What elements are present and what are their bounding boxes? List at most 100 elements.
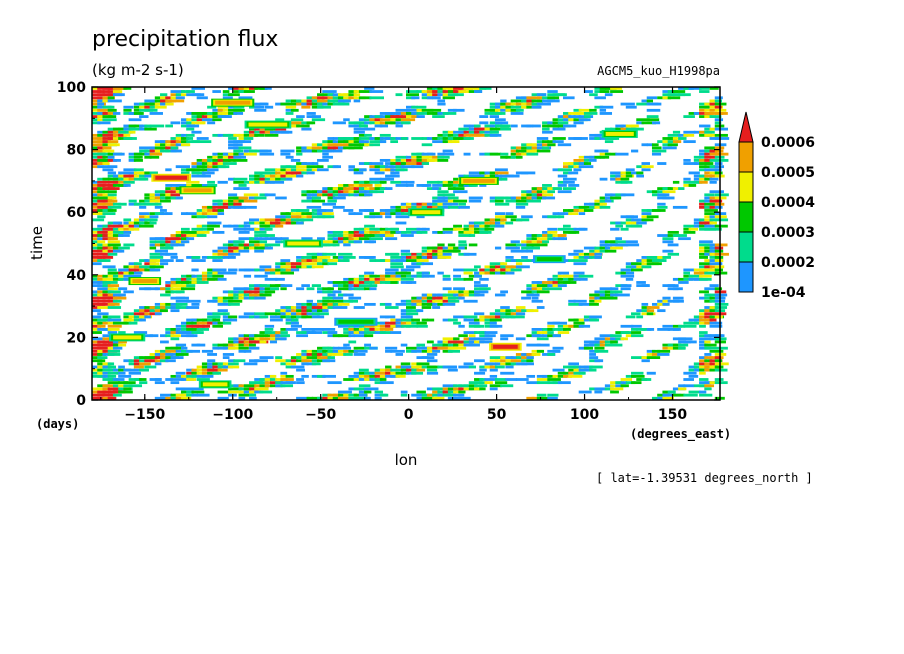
field-cell	[374, 118, 383, 122]
field-cell	[118, 331, 126, 334]
field-cell	[180, 140, 188, 144]
field-cell	[175, 299, 190, 303]
field-cell	[699, 321, 706, 325]
field-cell	[107, 365, 117, 369]
field-cell	[390, 174, 400, 178]
field-cell	[662, 96, 671, 100]
field-cell	[180, 143, 191, 147]
field-cell	[536, 102, 551, 106]
field-cell	[651, 349, 661, 353]
field-cell	[123, 321, 132, 325]
field-cell	[139, 171, 149, 175]
field-cell	[149, 218, 158, 222]
field-cell	[453, 293, 462, 297]
field-cell	[348, 324, 356, 328]
field-cell	[557, 121, 569, 125]
field-cell	[92, 290, 102, 294]
field-cell	[589, 315, 602, 319]
field-cell	[275, 118, 285, 122]
field-cell	[107, 343, 118, 347]
field-cell	[212, 324, 223, 328]
field-cell	[217, 162, 228, 165]
field-cell	[494, 168, 508, 172]
field-cell	[196, 137, 209, 140]
field-cell	[374, 184, 382, 187]
field-cell	[364, 234, 375, 237]
field-cell	[369, 212, 382, 216]
field-cell	[583, 256, 593, 259]
field-cell	[657, 309, 666, 313]
field-cell	[494, 218, 505, 222]
field-cell	[672, 393, 685, 397]
field-cell	[222, 362, 230, 366]
field-cell	[180, 387, 194, 391]
field-cell	[500, 337, 509, 341]
field-cell	[327, 193, 335, 197]
field-cell	[97, 215, 106, 219]
field-cell	[107, 271, 122, 275]
field-cell	[107, 284, 120, 288]
field-cell	[479, 227, 489, 231]
field-cell	[411, 371, 424, 375]
field-cell	[249, 133, 259, 137]
field-cell	[526, 374, 536, 378]
field-cell	[317, 287, 324, 291]
field-cell	[123, 105, 134, 109]
field-cell	[259, 149, 272, 153]
field-cell	[102, 199, 113, 203]
field-cell	[610, 343, 623, 347]
field-cell	[102, 290, 111, 294]
field-cell	[212, 368, 223, 372]
field-cell	[301, 362, 309, 366]
field-cell	[337, 102, 350, 106]
field-cell	[358, 287, 366, 291]
field-cell	[139, 309, 149, 313]
field-cell	[243, 199, 258, 203]
field-cell	[238, 296, 247, 300]
field-cell	[259, 356, 274, 359]
field-cell	[264, 331, 277, 334]
field-cell	[118, 174, 129, 178]
field-cell	[92, 90, 102, 93]
field-cell	[118, 374, 132, 378]
field-cell	[238, 249, 250, 253]
field-cell	[646, 353, 654, 356]
field-cell	[468, 224, 476, 228]
field-cell	[107, 171, 117, 175]
field-cell	[489, 199, 497, 203]
field-cell	[563, 365, 576, 369]
field-cell	[280, 371, 288, 375]
field-cell	[552, 334, 561, 338]
field-cell	[280, 337, 287, 341]
field-cell	[222, 162, 237, 165]
field-cell	[196, 371, 207, 375]
field-cell	[264, 218, 272, 222]
field-cell	[228, 193, 238, 197]
field-cell	[505, 215, 517, 219]
field-cell	[139, 115, 149, 118]
field-cell	[238, 96, 253, 100]
field-cell	[636, 102, 651, 106]
field-cell	[280, 312, 290, 316]
field-cell	[343, 293, 354, 297]
field-cell	[92, 340, 103, 344]
field-cell	[693, 112, 701, 115]
field-cell	[186, 368, 194, 372]
field-cell	[489, 318, 502, 322]
field-cell	[170, 143, 178, 147]
field-cell	[311, 143, 319, 147]
field-cell	[118, 293, 126, 297]
field-cell	[259, 87, 267, 90]
field-cell	[699, 378, 709, 381]
field-cell	[683, 393, 698, 397]
field-cell	[222, 321, 232, 325]
field-cell	[228, 365, 240, 369]
field-cell	[447, 296, 456, 300]
field-cell	[667, 243, 679, 247]
field-cell	[348, 165, 355, 169]
field-cell	[583, 90, 593, 93]
field-cell	[479, 87, 487, 90]
field-cell	[180, 118, 188, 122]
field-cell	[510, 315, 525, 319]
field-cell	[400, 202, 409, 206]
